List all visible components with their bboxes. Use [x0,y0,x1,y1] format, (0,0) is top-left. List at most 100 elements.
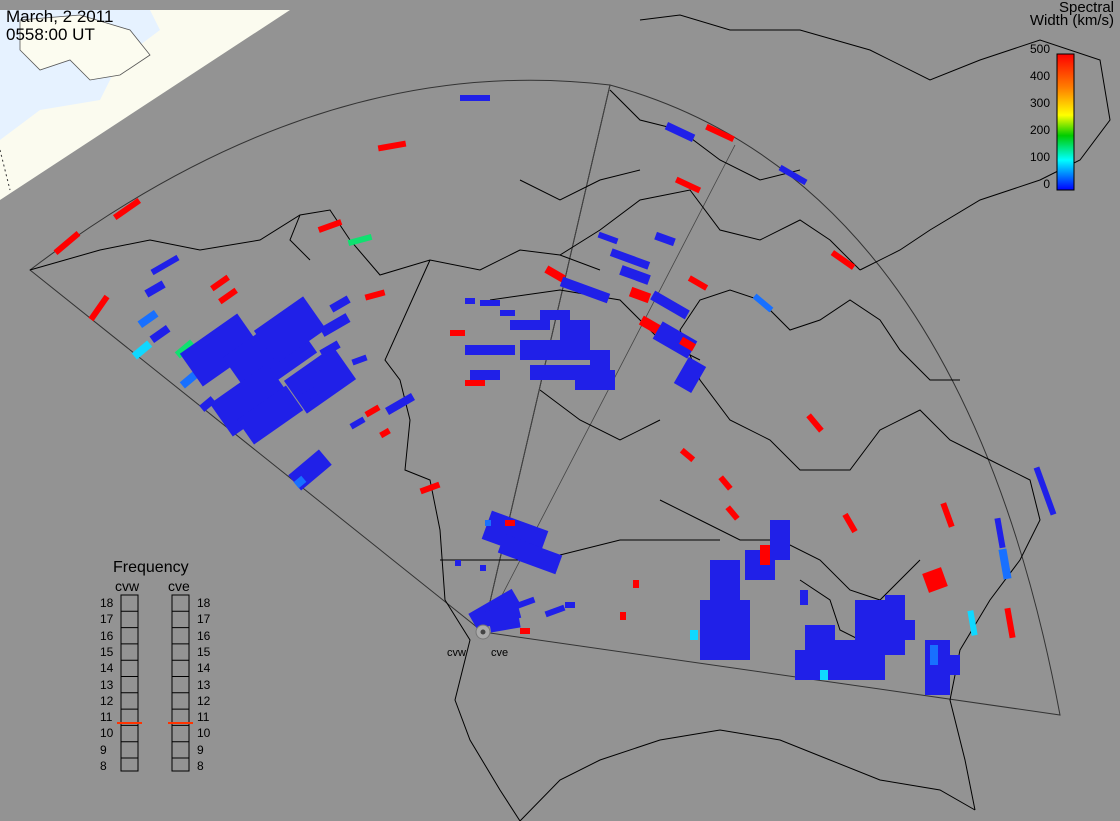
frequency-sub-cvw: cvw [115,578,140,594]
colorbar-title-line2: Width (km/s) [1029,12,1114,29]
frequency-scale-label-right: 18 [197,596,211,610]
echo-cell [830,250,856,270]
echo-cell [364,289,386,301]
echo-cell [150,254,180,276]
echo-cell [329,295,351,313]
echo-cell [687,275,709,291]
echo-cell [510,320,550,330]
echo-cell [293,475,307,489]
echo-cell [597,231,619,245]
echo-cell [349,416,366,430]
echo-cell [460,95,490,101]
echo-cell [478,603,522,628]
frequency-scale-label-left: 10 [100,726,114,741]
echo-cell [317,219,343,233]
echo-cell [967,610,978,636]
echo-cell [450,330,465,336]
echo-cell [842,512,858,534]
echo-cell [480,300,500,306]
echo-cell [179,313,261,387]
colorbar-tick: 500 [1029,42,1050,56]
frequency-boxes [120,594,190,772]
echo-cell [210,274,230,292]
echo-cell [1004,607,1016,639]
echo-cell [994,517,1006,549]
frequency-scale-label-left: 15 [100,644,114,659]
echo-cell [489,617,521,633]
echo-cell [820,670,828,680]
echo-cell [218,287,238,305]
echo-cell [800,590,808,605]
frequency-scale-label-right: 13 [197,677,211,692]
coastlines [29,14,1111,821]
echo-cell [364,404,381,418]
frequency-scale-label-right: 16 [197,628,211,643]
echo-cell [485,520,491,526]
echo-cell [377,140,407,152]
frequency-scale-label-right: 10 [197,726,211,741]
echo-cell [718,475,733,491]
frequency-scale-label-left: 12 [100,693,114,708]
echo-cell [664,122,696,142]
echo-cell [633,580,639,588]
echo-cell [470,370,500,380]
echo-cell [319,340,341,358]
echo-cell [940,502,955,528]
frequency-scale-label-right: 12 [197,693,211,708]
echo-cell [149,324,171,344]
colorbar-title-line1: Spectral [1058,0,1114,16]
echo-cell [1033,466,1057,516]
echo-cell [638,315,662,335]
radar-label-cve: cve [491,647,509,659]
echo-cell [236,385,304,445]
frequency-scale-label-right: 9 [197,742,204,757]
echo-cell [590,350,610,390]
frequency-scale-label-left: 9 [100,742,107,757]
echo-cell [654,231,676,247]
radar-label-cvw: cvw [447,647,466,659]
echo-cell [710,560,740,600]
frequency-scale-label-left: 14 [100,661,114,676]
echo-cell [137,309,159,329]
terminator-dots [0,149,11,191]
echo-cell [253,296,327,364]
echo-cell [673,357,707,393]
echo-cell [679,447,696,463]
echo-cell [922,567,948,593]
date-label: March, 2 2011 [6,7,114,26]
echo-cell [700,600,750,660]
echo-cell [650,290,690,320]
frequency-scale-label-left: 16 [100,628,114,643]
echo-cell [998,548,1012,580]
frequency-scale-label-right: 8 [197,759,204,773]
echo-cell [806,413,824,433]
frequency-scale-label-left: 11 [100,710,113,725]
frequency-scale-label-right: 11 [197,710,210,725]
echo-cell [505,520,515,526]
echo-cell [725,505,740,521]
echo-cell [905,620,915,640]
radar-site-dot [480,629,486,635]
echo-cell [760,545,770,565]
echo-cell [174,339,196,359]
echo-cell [514,596,536,610]
fov-cvw [29,79,611,633]
frequency-scale-label-right: 15 [197,644,211,659]
echo-cell [930,645,938,665]
echo-cell [652,321,698,359]
frequency-title: Frequency [113,559,189,576]
echo-cell [131,340,153,360]
frequency-sub-cve: cve [168,578,190,594]
echo-cell [347,233,373,247]
echo-cell [209,363,291,437]
echo-cell [455,560,461,566]
echo-cell [885,595,905,655]
frequency-scale-label-left: 17 [100,612,114,627]
echo-cell [419,481,441,495]
echo-cell [770,520,790,560]
colorbar-tick: 300 [1029,96,1050,110]
frequency-scale-label-right: 14 [197,661,211,676]
frequency-scale-label-left: 8 [100,759,107,773]
echo-cell [565,602,575,608]
